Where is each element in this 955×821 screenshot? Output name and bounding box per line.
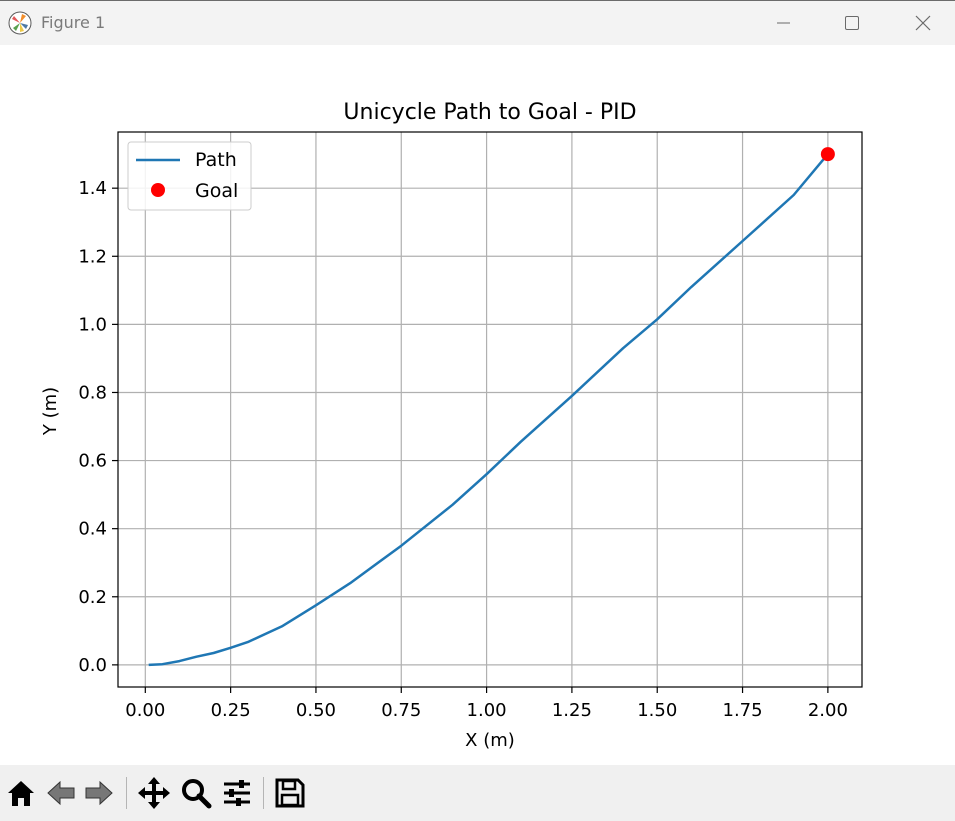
plot-series — [148, 147, 835, 667]
axes-frame — [117, 131, 863, 688]
legend: Path Goal — [127, 141, 252, 211]
y-tick-label: 0.4 — [78, 519, 107, 540]
y-tick-label: 1.4 — [78, 178, 107, 199]
pan-icon — [138, 777, 170, 809]
zoom-button[interactable] — [177, 773, 215, 813]
legend-goal-label: Goal — [195, 180, 238, 202]
maximize-icon — [845, 16, 859, 30]
forward-icon — [85, 780, 113, 806]
title-bar[interactable]: Figure 1 — [0, 1, 955, 45]
x-tick-label: 0.00 — [125, 700, 165, 721]
close-button[interactable] — [892, 1, 954, 45]
minimize-icon — [777, 22, 790, 24]
chart-title: Unicycle Path to Goal - PID — [343, 100, 636, 125]
y-tick-label: 1.0 — [78, 314, 107, 335]
y-tick-label: 0.6 — [78, 451, 107, 472]
y-axis-ticks: 0.0 0.2 0.4 0.6 0.8 1.0 1.2 1.4 — [78, 178, 118, 676]
toolbar-separator — [263, 777, 264, 809]
path-line — [148, 153, 829, 667]
configure-subplots-button[interactable] — [218, 773, 256, 813]
grid-lines — [118, 132, 862, 687]
pan-button[interactable] — [135, 773, 173, 813]
x-tick-label: 1.25 — [552, 700, 592, 721]
maximize-button[interactable] — [821, 1, 883, 45]
configure-icon — [224, 780, 250, 806]
close-icon — [915, 15, 931, 31]
forward-button[interactable] — [80, 773, 118, 813]
minimize-button[interactable] — [752, 1, 814, 45]
matplotlib-logo-icon — [8, 11, 32, 35]
y-tick-label: 1.2 — [78, 246, 107, 267]
back-icon — [47, 780, 75, 806]
home-icon — [8, 781, 34, 806]
x-tick-label: 2.00 — [808, 700, 848, 721]
y-tick-label: 0.8 — [78, 382, 107, 403]
figure-canvas[interactable]: Unicycle Path to Goal - PID 0.00 0.25 0.50… — [0, 45, 955, 765]
y-tick-label: 0.0 — [78, 655, 107, 676]
x-tick-label: 0.25 — [211, 700, 251, 721]
navigation-toolbar — [0, 765, 955, 821]
y-axis-label: Y (m) — [40, 387, 61, 436]
save-button[interactable] — [271, 773, 309, 813]
home-button[interactable] — [2, 773, 40, 813]
x-axis-ticks: 0.00 0.25 0.50 0.75 1.00 1.25 1.50 1.75 2.00 — [125, 687, 848, 721]
back-button[interactable] — [42, 773, 80, 813]
x-tick-label: 1.75 — [723, 700, 763, 721]
y-tick-label: 0.2 — [78, 587, 107, 608]
x-tick-label: 1.50 — [637, 700, 677, 721]
zoom-icon — [182, 779, 212, 809]
legend-goal-swatch — [151, 183, 165, 197]
save-icon — [275, 778, 305, 808]
toolbar-separator — [126, 777, 127, 809]
x-tick-label: 0.75 — [381, 700, 421, 721]
x-tick-label: 1.00 — [467, 700, 507, 721]
x-axis-label: X (m) — [465, 730, 515, 751]
chart-svg: Unicycle Path to Goal - PID 0.00 0.25 0.50… — [40, 100, 863, 751]
goal-point — [820, 147, 835, 162]
legend-path-label: Path — [195, 149, 237, 171]
window-title: Figure 1 — [41, 13, 106, 32]
x-tick-label: 0.50 — [296, 700, 336, 721]
